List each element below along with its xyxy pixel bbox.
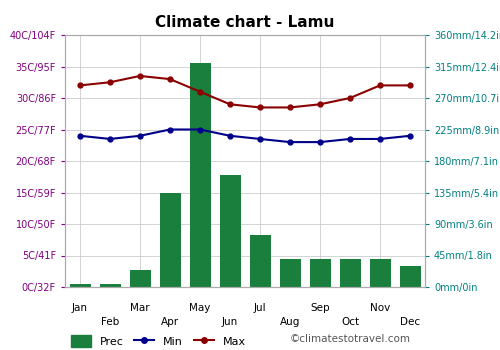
Bar bbox=[130, 270, 150, 287]
Text: ©climatestotravel.com: ©climatestotravel.com bbox=[290, 334, 411, 344]
Text: Jan: Jan bbox=[72, 303, 88, 313]
Text: Apr: Apr bbox=[161, 317, 179, 327]
Legend: Prec, Min, Max: Prec, Min, Max bbox=[70, 335, 246, 347]
Text: Nov: Nov bbox=[370, 303, 390, 313]
Text: Aug: Aug bbox=[280, 317, 300, 327]
Bar bbox=[70, 284, 90, 287]
Title: Climate chart - Lamu: Climate chart - Lamu bbox=[156, 15, 334, 30]
Text: Jul: Jul bbox=[254, 303, 266, 313]
Bar bbox=[340, 259, 360, 287]
Bar bbox=[190, 63, 210, 287]
Bar bbox=[100, 284, 120, 287]
Text: Mar: Mar bbox=[130, 303, 150, 313]
Bar bbox=[220, 175, 240, 287]
Bar bbox=[280, 259, 300, 287]
Bar bbox=[310, 259, 330, 287]
Text: May: May bbox=[190, 303, 210, 313]
Text: Sep: Sep bbox=[310, 303, 330, 313]
Text: Jun: Jun bbox=[222, 317, 238, 327]
Text: Oct: Oct bbox=[341, 317, 359, 327]
Text: Dec: Dec bbox=[400, 317, 420, 327]
Bar bbox=[370, 259, 390, 287]
Bar bbox=[400, 266, 420, 287]
Text: Feb: Feb bbox=[101, 317, 119, 327]
Bar bbox=[160, 193, 180, 287]
Bar bbox=[250, 234, 270, 287]
